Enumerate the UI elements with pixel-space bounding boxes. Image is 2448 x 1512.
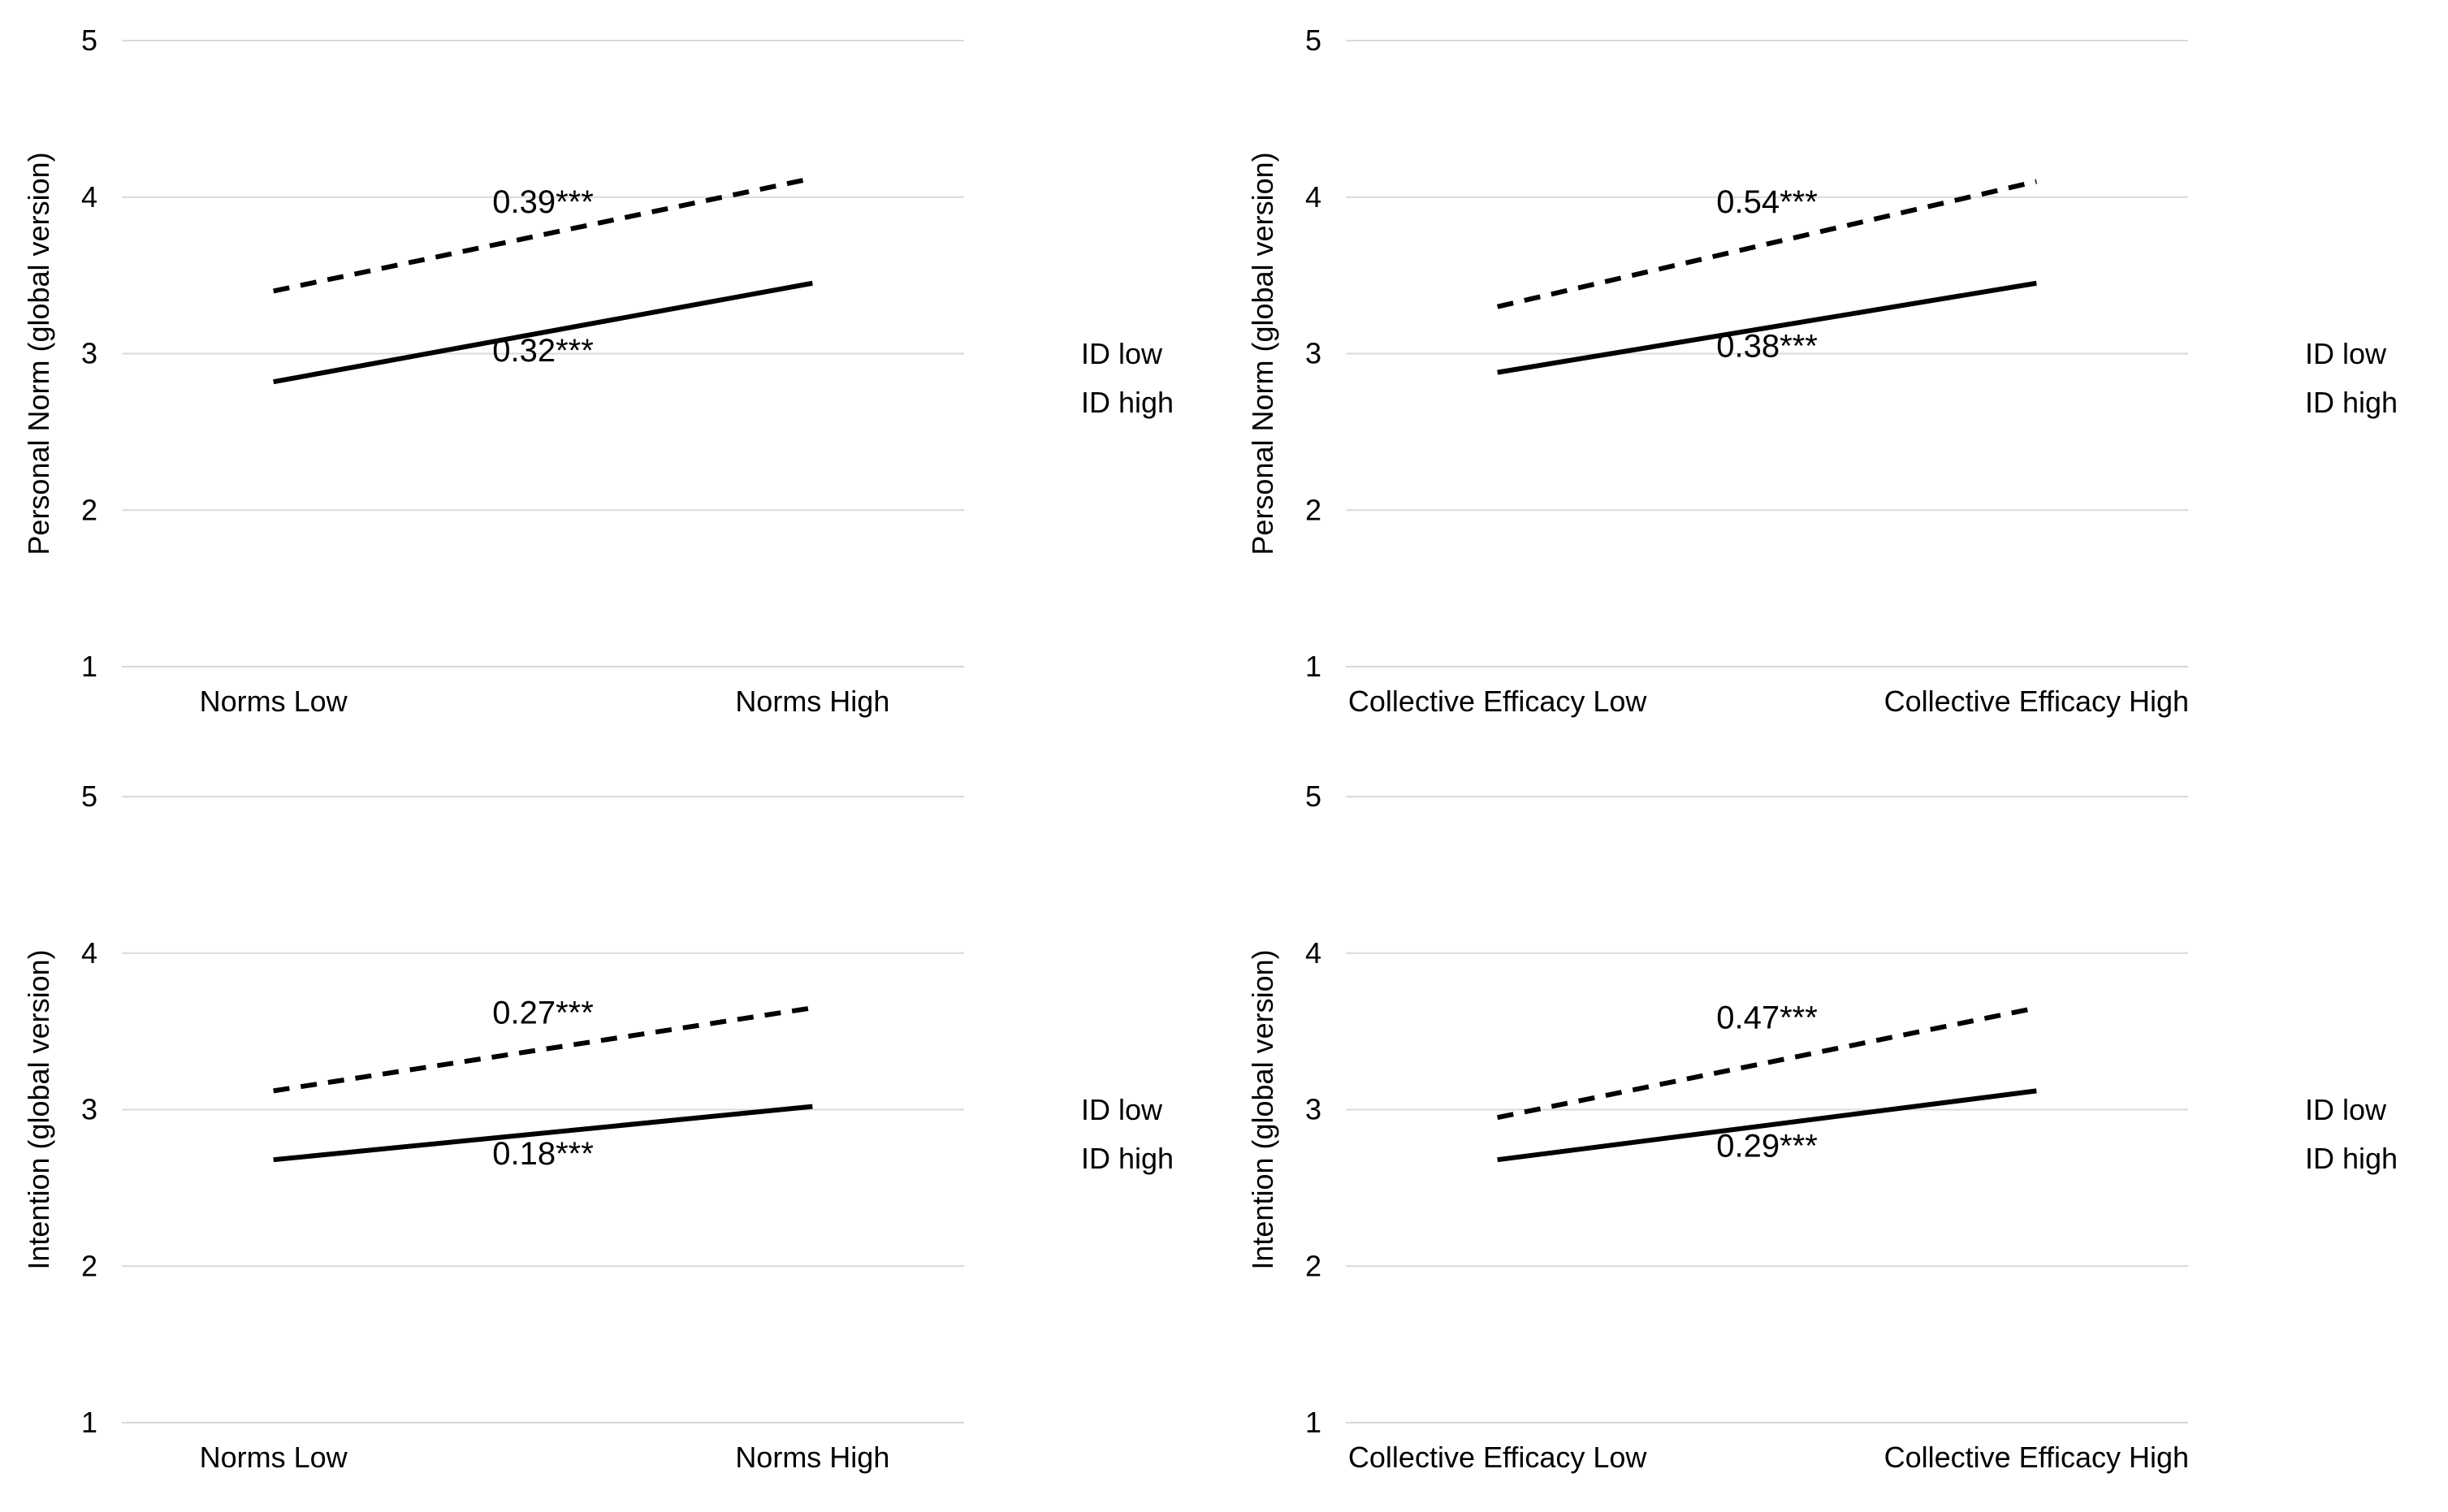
x-category-label: Collective Efficacy High: [1884, 1441, 2190, 1474]
y-tick-label: 3: [81, 337, 97, 370]
chart-svg: 1 2 3 4 5 Personal Norm (global version) Norms…: [16, 16, 980, 740]
y-tick-label: 5: [81, 780, 97, 813]
slope-annotation-high: 0.27***: [492, 995, 594, 1030]
y-axis-title: Personal Norm (global version): [1246, 152, 1279, 555]
chart-top-right: 1 2 3 4 5 Personal Norm (global version) Colle…: [1240, 16, 2204, 740]
legend-label-high: ID high: [1081, 386, 1174, 420]
x-category-label: Norms Low: [200, 1441, 348, 1474]
x-category-label: Collective Efficacy High: [1884, 685, 2190, 718]
y-tick-label: 1: [1305, 650, 1321, 683]
y-axis-title: Intention (global version): [1246, 949, 1279, 1269]
x-category-label: Collective Efficacy Low: [1348, 1441, 1647, 1474]
slope-annotation-high: 0.54***: [1716, 184, 1818, 220]
chart-grid: 1 2 3 4 5 Personal Norm (global version) Norms…: [0, 0, 2448, 1512]
y-tick-label: 1: [1305, 1406, 1321, 1439]
y-tick-label: 4: [81, 180, 97, 214]
legend-row-high: ID high: [2221, 386, 2432, 420]
y-axis-title: Personal Norm (global version): [22, 152, 55, 555]
y-tick-label: 1: [81, 1406, 97, 1439]
x-category-label: Norms High: [735, 685, 889, 718]
y-tick-label: 2: [81, 493, 97, 526]
legend-bottom-left: ID low ID high: [980, 1093, 1208, 1176]
legend-top-right: ID low ID high: [2204, 337, 2432, 420]
chart-top-left: 1 2 3 4 5 Personal Norm (global version) Norms…: [16, 16, 980, 740]
slope-annotation-high: 0.47***: [1716, 1000, 1818, 1035]
legend-row-low: ID low: [2221, 337, 2432, 371]
y-tick-label: 1: [81, 650, 97, 683]
slope-annotation-high: 0.39***: [492, 184, 594, 220]
y-tick-label: 4: [81, 936, 97, 970]
y-tick-label: 2: [81, 1249, 97, 1282]
legend-row-low: ID low: [2221, 1093, 2432, 1127]
legend-row-low: ID low: [997, 1093, 1208, 1127]
panel-bottom-right: 1 2 3 4 5 Intention (global version) Collectiv…: [1240, 772, 2432, 1496]
legend-row-high: ID high: [997, 386, 1208, 420]
chart-bottom-right: 1 2 3 4 5 Intention (global version) Collectiv…: [1240, 772, 2204, 1496]
panel-top-left: 1 2 3 4 5 Personal Norm (global version) Norms…: [16, 16, 1208, 740]
x-category-label: Norms High: [735, 1441, 889, 1474]
y-tick-label: 3: [1305, 337, 1321, 370]
y-axis-title: Intention (global version): [22, 949, 55, 1269]
panel-bottom-left: 1 2 3 4 5 Intention (global version) Norms Low…: [16, 772, 1208, 1496]
slope-annotation-low: 0.32***: [492, 333, 594, 369]
x-category-label: Collective Efficacy Low: [1348, 685, 1647, 718]
legend-bottom-right: ID low ID high: [2204, 1093, 2432, 1176]
legend-label-high: ID high: [1081, 1142, 1174, 1176]
chart-svg: 1 2 3 4 5 Intention (global version) Collectiv…: [1240, 772, 2204, 1496]
x-category-label: Norms Low: [200, 685, 348, 718]
y-tick-label: 3: [81, 1093, 97, 1126]
y-tick-label: 2: [1305, 1249, 1321, 1282]
y-tick-label: 4: [1305, 180, 1321, 214]
y-tick-label: 5: [1305, 24, 1321, 57]
legend-row-low: ID low: [997, 337, 1208, 371]
legend-label-high: ID high: [2305, 1142, 2398, 1176]
legend-top-left: ID low ID high: [980, 337, 1208, 420]
y-tick-label: 5: [81, 24, 97, 57]
chart-svg: 1 2 3 4 5 Personal Norm (global version) Colle…: [1240, 16, 2204, 740]
chart-svg: 1 2 3 4 5 Intention (global version) Norms Low…: [16, 772, 980, 1496]
legend-row-high: ID high: [997, 1142, 1208, 1176]
legend-label-low: ID low: [2305, 1093, 2386, 1127]
legend-label-high: ID high: [2305, 386, 2398, 420]
y-tick-label: 5: [1305, 780, 1321, 813]
y-tick-label: 4: [1305, 936, 1321, 970]
y-tick-label: 2: [1305, 493, 1321, 526]
chart-bottom-left: 1 2 3 4 5 Intention (global version) Norms Low…: [16, 772, 980, 1496]
legend-row-high: ID high: [2221, 1142, 2432, 1176]
slope-annotation-low: 0.29***: [1716, 1128, 1818, 1164]
legend-label-low: ID low: [1081, 1093, 1162, 1127]
slope-annotation-low: 0.38***: [1716, 328, 1818, 364]
legend-label-low: ID low: [2305, 337, 2386, 371]
panel-top-right: 1 2 3 4 5 Personal Norm (global version) Colle…: [1240, 16, 2432, 740]
slope-annotation-low: 0.18***: [492, 1136, 594, 1172]
legend-label-low: ID low: [1081, 337, 1162, 371]
y-tick-label: 3: [1305, 1093, 1321, 1126]
